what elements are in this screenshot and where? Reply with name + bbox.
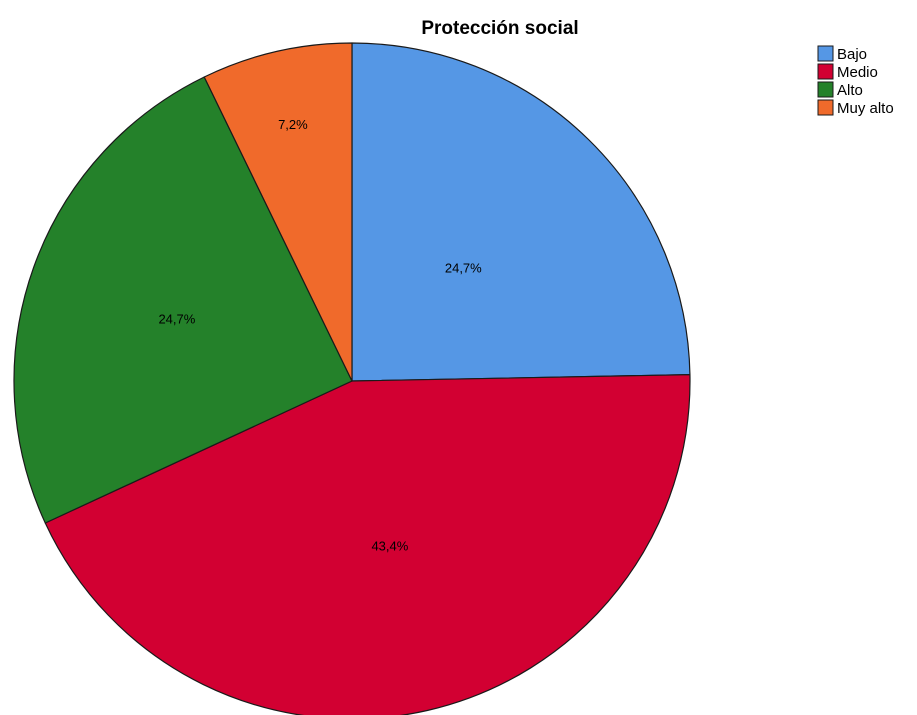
legend-swatch-alto: [817, 81, 834, 98]
legend-label-medio: Medio: [837, 64, 878, 81]
chart-title: Protección social: [421, 18, 578, 39]
legend-swatch-bajo: [817, 45, 834, 62]
legend-swatch-medio: [817, 63, 834, 80]
slice-label-bajo: 24,7%: [445, 261, 482, 276]
slice-label-medio: 43,4%: [371, 539, 408, 554]
legend-swatch-muy-alto: [817, 99, 834, 116]
pie-slice-muy-alto: [203, 42, 353, 382]
pie-slice-alto: [13, 76, 353, 524]
slice-label-alto: 24,7%: [158, 312, 195, 327]
pie-slice-medio: [44, 374, 691, 715]
legend-label-muy-alto: Muy alto: [837, 100, 894, 117]
legend-label-alto: Alto: [837, 82, 863, 99]
legend-label-bajo: Bajo: [837, 46, 867, 63]
pie-slice-bajo: [351, 42, 691, 382]
pie-slice-labels: 24,7% 43,4% 24,7% 7,2%: [158, 117, 482, 554]
pie-slices: [13, 42, 691, 715]
slice-label-muy-alto: 7,2%: [278, 117, 308, 132]
